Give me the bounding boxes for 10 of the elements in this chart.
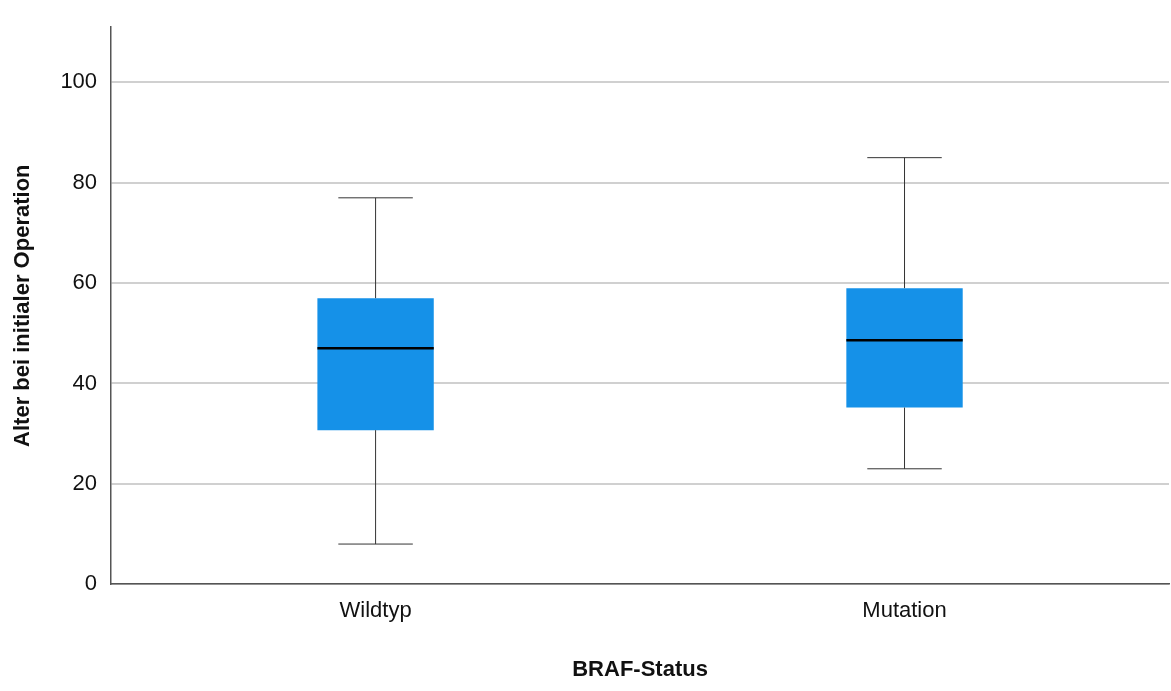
y-tick-label: 40 <box>72 369 98 395</box>
y-tick-label: 80 <box>72 168 98 194</box>
y-tick-label: 20 <box>72 469 98 495</box>
y-axis-title: Alter bei initialer Operation <box>9 164 35 447</box>
x-axis-title: BRAF-Status <box>572 655 708 681</box>
y-tick-label: 0 <box>84 570 98 596</box>
x-tick-label: Wildtyp <box>339 597 412 623</box>
y-tick-label: 60 <box>72 269 98 295</box>
x-tick-label: Mutation <box>862 597 947 623</box>
y-tick-label: 100 <box>60 68 98 94</box>
